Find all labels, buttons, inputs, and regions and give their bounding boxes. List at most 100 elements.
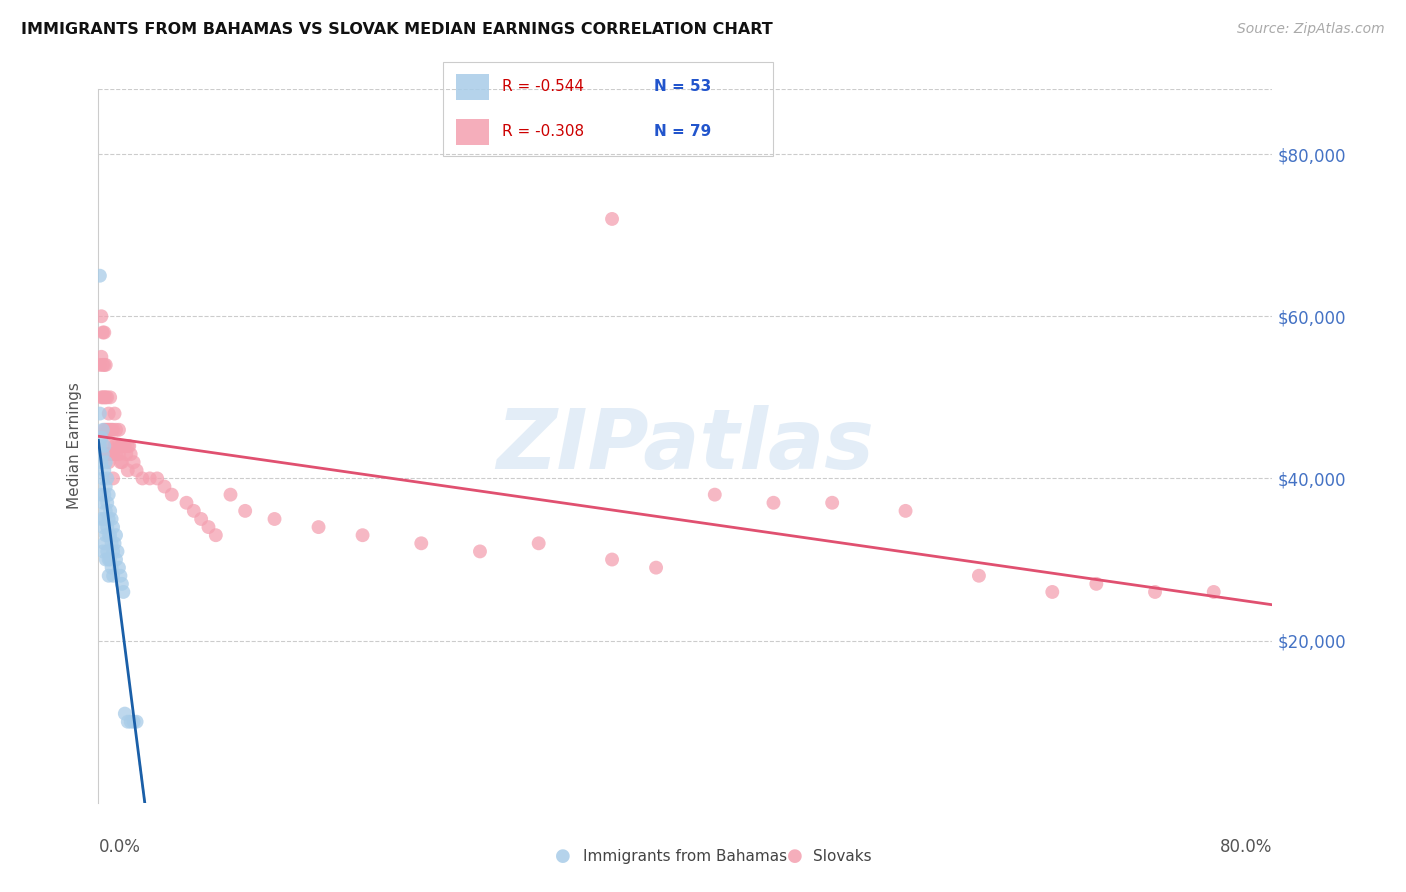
Point	[94, 528, 117, 542]
Point	[96, 544, 118, 558]
Point	[183, 504, 205, 518]
Point	[108, 560, 131, 574]
Point	[122, 714, 145, 729]
Point	[91, 423, 114, 437]
Point	[100, 536, 122, 550]
Point	[821, 496, 844, 510]
Point	[93, 463, 115, 477]
Point	[94, 447, 117, 461]
Point	[98, 528, 121, 542]
Point	[94, 455, 117, 469]
Point	[98, 447, 121, 461]
Point	[101, 520, 124, 534]
Point	[101, 471, 124, 485]
Text: Source: ZipAtlas.com: Source: ZipAtlas.com	[1237, 22, 1385, 37]
Point	[645, 560, 668, 574]
Point	[105, 447, 128, 461]
Point	[98, 390, 121, 404]
Text: Immigrants from Bahamas: Immigrants from Bahamas	[583, 849, 787, 863]
Point	[153, 479, 176, 493]
Point	[103, 536, 125, 550]
Text: 80.0%: 80.0%	[1220, 838, 1272, 856]
Bar	[456, 119, 489, 145]
Point	[103, 407, 125, 421]
Point	[122, 455, 145, 469]
Point	[96, 496, 118, 510]
Point	[91, 358, 114, 372]
Point	[146, 471, 169, 485]
Point	[219, 488, 242, 502]
Point	[105, 528, 128, 542]
Point	[110, 568, 132, 582]
Text: Slovaks: Slovaks	[813, 849, 872, 863]
Point	[98, 423, 121, 437]
Point	[107, 439, 129, 453]
Point	[98, 552, 121, 566]
Point	[103, 439, 125, 453]
Point	[91, 496, 114, 510]
Point	[107, 544, 129, 558]
Point	[96, 520, 118, 534]
Point	[97, 423, 120, 437]
Point	[117, 463, 139, 477]
Point	[111, 455, 134, 469]
Point	[101, 544, 124, 558]
Point	[100, 423, 122, 437]
Point	[703, 488, 725, 502]
Text: R = -0.544: R = -0.544	[502, 79, 585, 95]
Point	[527, 536, 550, 550]
Point	[117, 714, 139, 729]
Point	[90, 390, 112, 404]
Point	[90, 350, 112, 364]
Point	[190, 512, 212, 526]
Point	[90, 512, 112, 526]
Point	[96, 423, 118, 437]
Point	[97, 439, 120, 453]
Point	[96, 471, 118, 485]
Point	[411, 536, 433, 550]
Point	[894, 504, 917, 518]
Point	[90, 310, 112, 324]
Point	[1144, 585, 1167, 599]
Point	[91, 520, 114, 534]
Point	[111, 577, 134, 591]
Point	[114, 706, 136, 721]
Point	[263, 512, 285, 526]
Point	[97, 528, 120, 542]
Point	[101, 423, 124, 437]
Point	[97, 552, 120, 566]
Point	[1202, 585, 1225, 599]
Point	[110, 455, 132, 469]
Bar	[456, 74, 489, 100]
Point	[131, 471, 153, 485]
Point	[91, 447, 114, 461]
Point	[93, 512, 115, 526]
Point	[91, 326, 114, 340]
Point	[94, 552, 117, 566]
Point	[967, 568, 990, 582]
Text: N = 53: N = 53	[654, 79, 711, 95]
Point	[100, 512, 122, 526]
Point	[98, 504, 121, 518]
Point	[233, 504, 256, 518]
Point	[93, 488, 115, 502]
Text: R = -0.308: R = -0.308	[502, 124, 585, 139]
Point	[110, 439, 132, 453]
Point	[308, 520, 330, 534]
Point	[115, 447, 138, 461]
Point	[120, 447, 142, 461]
Point	[111, 439, 134, 453]
Point	[93, 326, 115, 340]
Point	[120, 714, 142, 729]
Point	[125, 714, 148, 729]
Point	[91, 544, 114, 558]
Point	[94, 390, 117, 404]
Point	[101, 447, 124, 461]
Point	[114, 439, 136, 453]
Point	[94, 479, 117, 493]
Y-axis label: Median Earnings: Median Earnings	[67, 383, 83, 509]
Point	[176, 496, 198, 510]
Point	[205, 528, 228, 542]
Point	[762, 496, 785, 510]
Point	[160, 488, 183, 502]
